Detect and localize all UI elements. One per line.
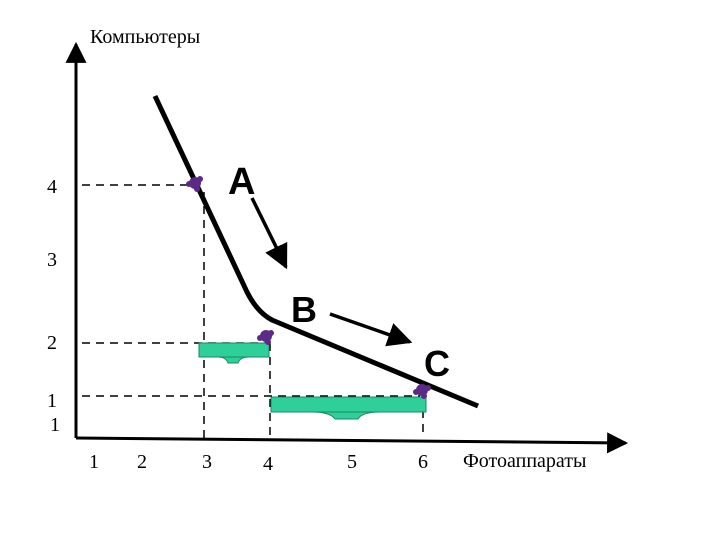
y-axis-label: Компьютеры: [90, 26, 200, 48]
ppf-curve: [152, 94, 479, 409]
y-tick-label: 1: [50, 414, 60, 436]
y-tick-label: 1: [47, 390, 57, 412]
arrow-b-to-c: [329, 312, 413, 347]
x-tick-label: 2: [137, 451, 147, 473]
point-c-marker: [413, 384, 431, 399]
arrow-a-to-b: [250, 197, 288, 270]
x-axis-label: Фотоаппараты: [463, 450, 586, 472]
x-axis: [75, 432, 629, 454]
brace-4-6: [270, 396, 427, 420]
y-tick-label: 4: [47, 176, 57, 198]
point-b-marker: [257, 330, 274, 345]
x-tick-label: 5: [347, 451, 357, 473]
brace-3-4: [198, 342, 270, 364]
point-a-marker: [186, 176, 203, 192]
x-tick-label: 1: [89, 451, 99, 473]
y-tick-label: 3: [47, 249, 57, 271]
x-tick-label: 3: [202, 451, 212, 473]
point-a-label: A: [228, 161, 255, 203]
x-tick-label: 6: [418, 451, 428, 473]
x-tick-label: 4: [263, 453, 273, 475]
axes: [65, 41, 629, 454]
point-c-label: C: [424, 343, 450, 384]
point-b-label: B: [291, 289, 317, 330]
y-tick-label: 2: [47, 332, 57, 354]
